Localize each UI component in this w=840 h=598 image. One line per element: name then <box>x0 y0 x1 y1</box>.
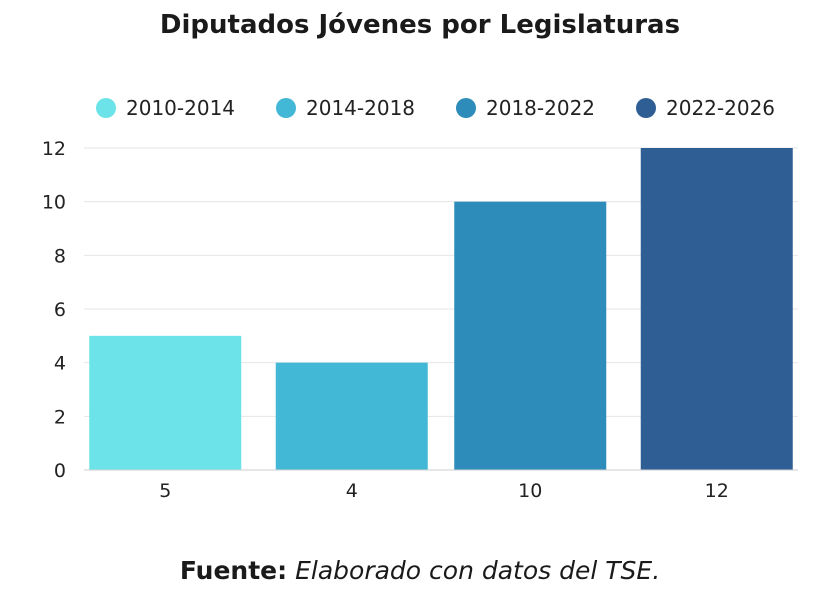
y-tick-label: 12 <box>42 138 66 160</box>
x-tick-label: 4 <box>346 480 358 502</box>
y-tick-label: 4 <box>54 353 66 375</box>
legend-item-2018-2022: 2018-2022 <box>456 96 595 120</box>
bar-2022-2026 <box>640 148 793 470</box>
x-tick-label: 12 <box>705 480 729 502</box>
source-text: Elaborado con datos del TSE. <box>295 556 661 585</box>
source-label: Fuente: <box>179 556 288 585</box>
legend-label-2018-2022: 2018-2022 <box>486 96 596 120</box>
x-tick-label: 10 <box>518 480 542 502</box>
legend-label-2010-2014: 2010-2014 <box>126 96 236 120</box>
source-note: Fuente: Elaborado con datos del TSE. <box>0 556 840 585</box>
legend-item-2010-2014: 2010-2014 <box>96 96 235 120</box>
legend-label-2022-2026: 2022-2026 <box>666 96 776 120</box>
bar-2014-2018 <box>275 362 428 470</box>
chart-legend: 2010-2014 2014-2018 2018-2022 2022-2026 <box>0 96 840 124</box>
legend-swatch-2014-2018 <box>276 98 296 118</box>
chart-title: Diputados Jóvenes por Legislaturas <box>159 10 681 40</box>
y-tick-label: 10 <box>42 192 66 214</box>
bar-2018-2022 <box>454 201 607 470</box>
legend-item-2014-2018: 2014-2018 <box>276 96 415 120</box>
bar-chart: 0 2 4 6 8 10 12 5 4 10 12 <box>42 138 798 502</box>
y-tick-label: 0 <box>54 460 66 482</box>
legend-swatch-2022-2026 <box>636 98 656 118</box>
bar-2010-2014 <box>89 335 242 470</box>
legend-item-2022-2026: 2022-2026 <box>636 96 775 120</box>
legend-label-2014-2018: 2014-2018 <box>306 96 416 120</box>
y-tick-label: 6 <box>54 299 66 321</box>
legend-swatch-2010-2014 <box>96 98 116 118</box>
y-tick-label: 8 <box>54 245 66 267</box>
y-tick-label: 2 <box>54 406 66 428</box>
legend-swatch-2018-2022 <box>456 98 476 118</box>
x-tick-label: 5 <box>159 480 171 502</box>
